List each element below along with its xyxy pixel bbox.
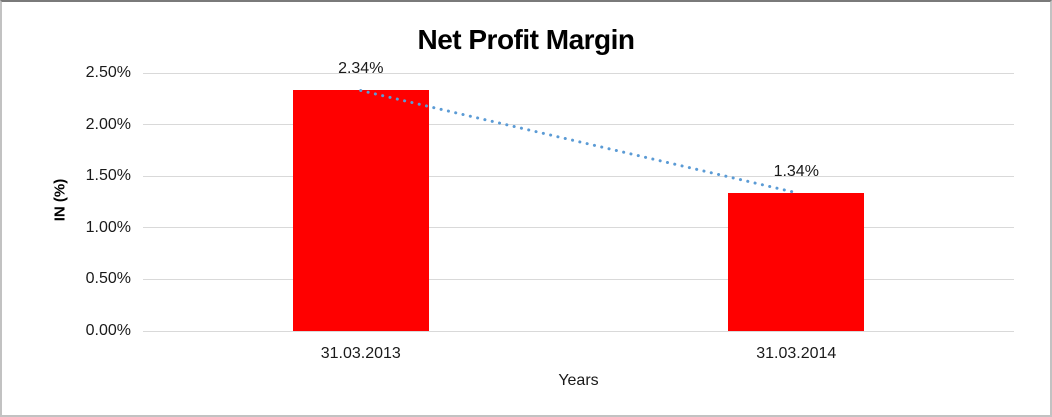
- gridline: [143, 278, 1014, 280]
- gridline: [143, 330, 1014, 332]
- gridline: [143, 227, 1014, 229]
- bar: [292, 89, 429, 331]
- x-tick-label: 31.03.2013: [320, 345, 401, 362]
- x-tick-label: 31.03.2014: [756, 345, 837, 362]
- x-axis-title: Years: [558, 372, 599, 389]
- y-tick-label: 2.00%: [85, 115, 131, 133]
- gridline: [143, 124, 1014, 126]
- y-tick-label: 1.00%: [85, 218, 131, 236]
- bar-data-label: 2.34%: [338, 59, 384, 77]
- gridline: [143, 175, 1014, 177]
- y-tick-label: 1.50%: [85, 167, 131, 185]
- bar-data-label: 1.34%: [773, 162, 819, 180]
- y-tick-label: 0.50%: [85, 270, 131, 288]
- bar: [728, 192, 865, 331]
- chart-title: Net Profit Margin: [417, 24, 635, 55]
- y-tick-label: 2.50%: [85, 64, 131, 81]
- gridline: [143, 72, 1014, 74]
- y-tick-label: 0.00%: [85, 322, 131, 339]
